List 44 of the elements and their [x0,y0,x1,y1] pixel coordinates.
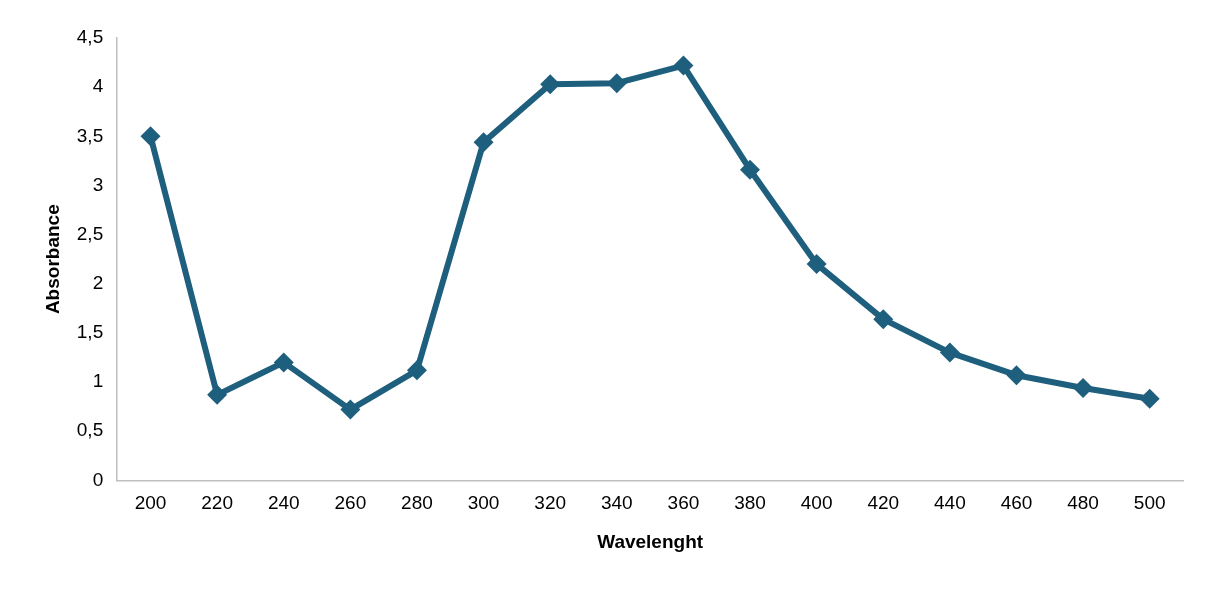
point [740,159,761,180]
point [207,384,228,405]
point [540,74,561,95]
y-tick-label: 4,5 [76,26,104,48]
y-tick-label: 2,5 [76,222,104,244]
y-tick-label: 4 [92,75,104,97]
x-tick-label: 340 [600,492,633,514]
x-tick-label: 240 [267,492,300,514]
x-tick-label: 500 [1133,492,1166,514]
point [939,342,960,363]
y-tick-label: 0 [92,468,104,490]
y-tick-label: 3,5 [76,124,104,146]
point [473,132,494,153]
x-tick-label: 260 [334,492,367,514]
x-tick-label: 200 [134,492,167,514]
point [273,352,294,373]
point [406,360,427,381]
y-tick-label: 1 [92,370,104,392]
point [1006,365,1027,386]
x-tick-label: 280 [401,492,433,514]
y-axis-title: Absorbance [41,204,63,315]
point [1073,377,1094,398]
point [140,126,161,147]
x-tick-label: 360 [667,492,700,514]
point [673,55,694,76]
point [606,73,627,94]
x-tick-label: 320 [534,492,567,514]
y-tick-label: 1,5 [76,321,104,343]
x-axis-title: Wavelenght [597,530,704,552]
x-tick-label: 400 [800,492,833,514]
x-tick-label: 220 [201,492,233,514]
x-tick-label: 380 [734,492,766,514]
y-tick-label: 3 [92,173,104,195]
point [806,254,827,275]
x-tick-label: 440 [934,492,966,514]
point [340,399,361,420]
y-tick-label: 0,5 [76,419,104,441]
point [873,309,894,330]
point [1139,388,1160,409]
x-tick-label: 420 [867,492,900,514]
y-tick-label: 2 [92,272,104,294]
x-tick-label: 480 [1067,492,1099,514]
x-tick-label: 300 [467,492,500,514]
x-tick-label: 460 [1000,492,1033,514]
